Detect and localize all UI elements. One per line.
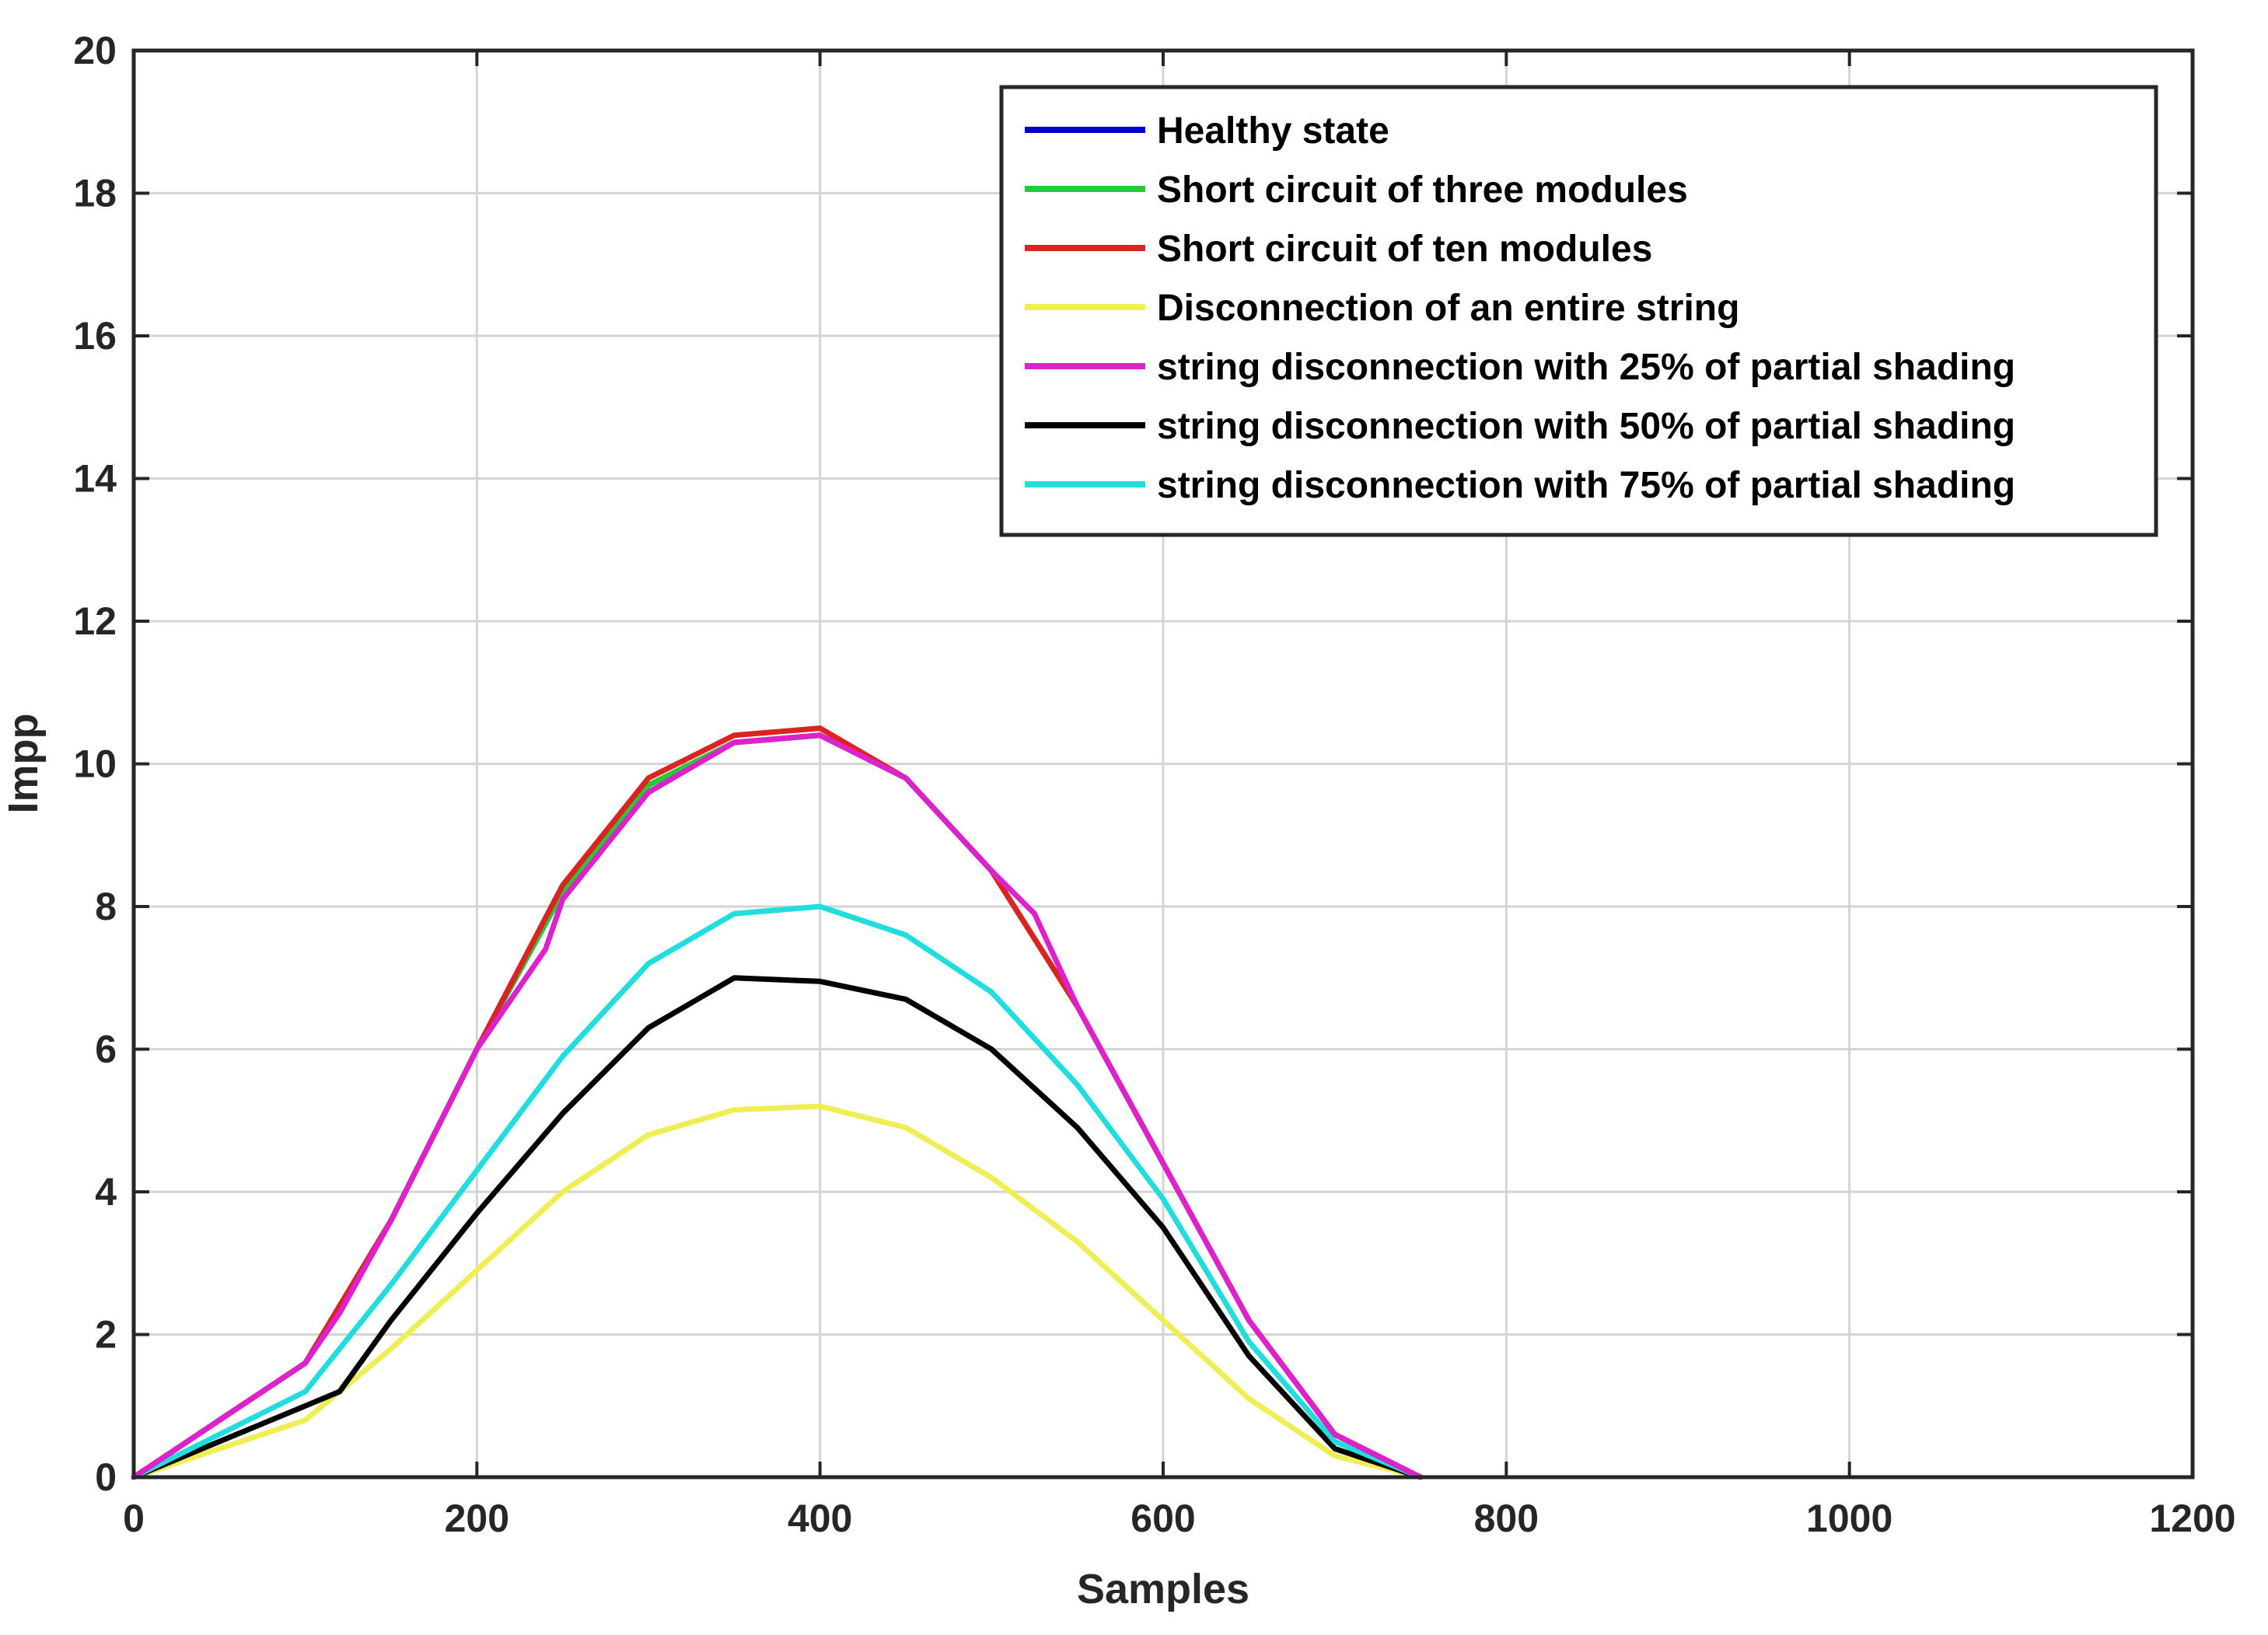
tick-labels: 0 200 400 600 800 1000 1200 0 2 4 6 8 10 12 14 16 18 20 [73, 29, 2235, 1540]
tick-marks [132, 49, 2194, 1479]
series-line [131, 732, 1424, 1480]
x-tick-label: 1000 [1806, 1497, 1892, 1540]
y-tick-label: 0 [95, 1455, 117, 1499]
legend-entry: Healthy state [1157, 110, 1389, 152]
legend-entry: Short circuit of three modules [1157, 169, 1688, 211]
series-line [131, 1103, 1424, 1480]
y-tick-label: 4 [95, 1170, 117, 1214]
y-tick-label: 10 [73, 742, 117, 786]
legend-entry: Short circuit of ten modules [1157, 229, 1652, 270]
legend-entry: string disconnection with 50% of partial… [1157, 406, 2015, 447]
x-tick-label: 1200 [2149, 1497, 2235, 1540]
y-tick-label: 8 [95, 885, 117, 928]
series-line [131, 975, 1424, 1480]
x-tick-label: 0 [123, 1497, 145, 1540]
series-group [131, 725, 1424, 1480]
x-tick-label: 800 [1474, 1497, 1539, 1540]
y-tick-label: 12 [73, 599, 117, 643]
x-tick-label: 400 [788, 1497, 852, 1540]
y-tick-label: 16 [73, 314, 117, 358]
legend: Healthy state Short circuit of three modu… [999, 85, 2158, 537]
legend-box [999, 85, 2158, 537]
x-tick-label: 600 [1131, 1497, 1195, 1540]
y-axis-label: Impp [0, 714, 47, 814]
y-tick-label: 2 [95, 1313, 117, 1357]
legend-entry: string disconnection with 25% of partial… [1157, 347, 2015, 388]
x-axis-label: Samples [1077, 1566, 1249, 1612]
series-line [131, 903, 1424, 1480]
x-tick-label: 200 [445, 1497, 509, 1540]
y-tick-label: 14 [73, 457, 117, 501]
y-tick-label: 18 [73, 172, 117, 215]
y-tick-label: 6 [95, 1028, 117, 1071]
legend-entry: string disconnection with 75% of partial… [1157, 465, 2015, 506]
legend-entry: Disconnection of an entire string [1157, 288, 1739, 329]
y-tick-label: 20 [73, 29, 117, 72]
